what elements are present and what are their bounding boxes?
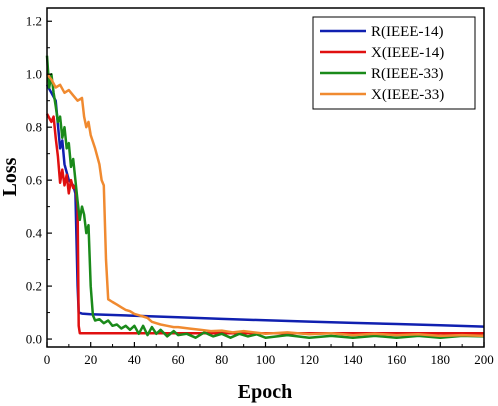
x-tick-label: 140 xyxy=(343,352,363,367)
x-tick-label: 120 xyxy=(299,352,319,367)
series-lines xyxy=(45,55,485,339)
y-tick-label: 0.4 xyxy=(26,226,43,241)
series-line-1 xyxy=(45,113,484,335)
legend-label-3: X(IEEE-33) xyxy=(371,87,444,103)
y-tick-label: 0.6 xyxy=(26,173,43,188)
series-line-0 xyxy=(45,84,485,328)
x-tick-label: 80 xyxy=(215,352,228,367)
y-axis-ticks: 0.0 0.2 0.4 0.6 0.8 1.0 1.2 xyxy=(26,14,52,347)
x-tick-label: 160 xyxy=(387,352,407,367)
legend-label-2: R(IEEE-33) xyxy=(371,66,443,82)
x-tick-label: 20 xyxy=(84,352,97,367)
x-tick-label: 180 xyxy=(431,352,451,367)
legend: R(IEEE-14) X(IEEE-14) R(IEEE-33) X(IEEE-33) xyxy=(312,16,476,110)
x-tick-label: 200 xyxy=(474,352,494,367)
y-tick-label: 1.0 xyxy=(26,67,42,82)
y-tick-label: 0.0 xyxy=(26,332,42,347)
legend-label-0: R(IEEE-14) xyxy=(371,24,443,40)
y-tick-label: 0.8 xyxy=(26,120,42,135)
x-tick-label: 60 xyxy=(172,352,185,367)
x-tick-label: 40 xyxy=(128,352,141,367)
x-axis-title: Epoch xyxy=(238,381,292,403)
series-line-3 xyxy=(46,73,485,338)
x-tick-label: 0 xyxy=(44,352,51,367)
y-axis-title: Loss xyxy=(0,157,21,196)
y-tick-label: 0.2 xyxy=(26,279,42,294)
x-tick-label: 100 xyxy=(256,352,276,367)
series-line-2 xyxy=(45,55,485,339)
y-tick-label: 1.2 xyxy=(26,14,42,29)
x-axis-ticks: 0 20 40 60 80 100 120 140 160 180 200 xyxy=(44,342,494,367)
legend-label-1: X(IEEE-14) xyxy=(371,45,444,61)
